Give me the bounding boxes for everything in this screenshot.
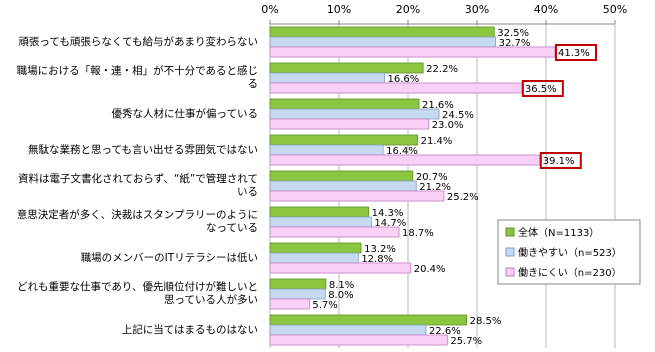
bar [269,334,448,346]
bar [269,216,372,228]
bar [269,36,497,48]
value-label: 32.7% [499,38,531,49]
value-label: 8.0% [328,290,353,301]
value-label: 5.7% [312,300,337,311]
x-tick-label: 50% [603,3,627,16]
value-label: 41.3% [558,48,590,59]
bar [269,226,400,238]
value-label: 23.0% [432,120,464,131]
value-label: 16.4% [386,146,418,157]
bar [269,46,556,58]
bar [269,144,384,156]
legend-swatch [505,247,515,257]
x-tick-label: 10% [327,3,351,16]
x-tick-label: 40% [534,3,558,16]
x-tick-label: 20% [396,3,420,16]
legend-swatch [505,267,515,277]
bar [269,62,424,74]
value-label: 36.5% [525,84,557,95]
bar [269,154,541,166]
legend-label: 全体（N=1133） [518,226,599,239]
category-label: どれも重要な仕事であり、優先順位付けが難しいと思っている人が多い [17,281,258,306]
value-label: 14.7% [374,218,406,229]
value-label: 21.2% [419,182,451,193]
legend-box [497,219,641,285]
value-label: 12.8% [361,254,393,265]
value-label: 13.2% [364,244,396,255]
x-tick-label: 0% [261,3,278,16]
value-label: 22.2% [426,64,458,75]
value-label: 39.1% [543,156,575,167]
legend-label: 働きにくい（n=230） [518,266,622,279]
category-label: 頑張っても頑張らなくても給与があまり変わらない [18,35,258,48]
value-label: 14.3% [372,208,404,219]
value-label: 8.1% [329,280,354,291]
bar [269,298,310,310]
category-label: 無駄な業務と思っても言い出せる雰囲気ではない [28,143,258,156]
bar [269,190,445,202]
category-label: 職場における「報・連・相」が不十分であると感じる [16,65,258,90]
bar [269,206,370,218]
bar [269,180,417,192]
bar [269,278,327,290]
bar [269,108,440,120]
legend-label: 働きやすい（n=523） [518,246,622,259]
value-label: 32.5% [497,28,529,39]
category-label: 意思決定者が多く、決裁はスタンプラリーのようになっている [16,209,258,234]
value-label: 28.5% [470,316,502,327]
bar [269,170,414,182]
value-label: 22.6% [429,326,461,337]
bar [269,98,420,110]
value-label: 25.7% [450,336,482,347]
bar [269,242,362,254]
category-label: 優秀な人材に仕事が偏っている [111,107,258,120]
category-label: 上記に当てはまるものはない [121,323,258,336]
category-label: 資料は電子文書化されておらず、“紙”で管理されている [18,173,258,198]
bar [269,72,385,84]
highlight-box [521,80,564,97]
value-label: 21.6% [422,100,454,111]
value-label: 20.4% [414,264,446,275]
bar [269,262,412,274]
bar [269,252,359,264]
legend-swatch [505,227,515,237]
bar [269,26,495,38]
bar [269,288,326,300]
value-label: 24.5% [442,110,474,121]
value-label: 25.2% [447,192,479,203]
value-label: 21.4% [421,136,453,147]
highlight-box [539,152,582,169]
bar [269,314,468,326]
bar [269,134,419,146]
bar [269,82,523,94]
category-label: 職場のメンバーのITリテラシーは低い [80,251,258,264]
bar [269,324,427,336]
value-label: 16.6% [388,74,420,85]
highlight-box [554,44,597,61]
value-label: 20.7% [416,172,448,183]
value-label: 18.7% [402,228,434,239]
x-tick-label: 30% [465,3,489,16]
bar [269,118,430,130]
